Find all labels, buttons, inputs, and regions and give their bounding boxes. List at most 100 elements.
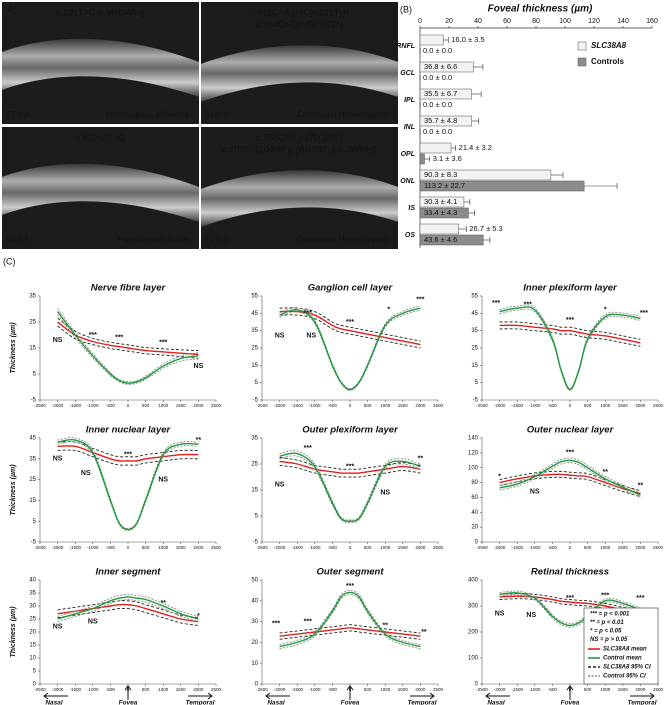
significance: ** — [602, 469, 608, 476]
x-tick-label: 0 — [569, 403, 572, 408]
y-tick-label: 100 — [468, 465, 479, 471]
value-label: 0.0 ± 0.0 — [423, 100, 452, 109]
significance: *** — [89, 332, 97, 339]
x-tick-label: -500 — [328, 545, 338, 550]
x-tick-label: -2500 — [34, 403, 46, 408]
x-tick-label: -2500 — [256, 403, 268, 408]
direction-label: Temporal — [627, 700, 656, 705]
y-tick-label: 50 — [251, 578, 258, 584]
arrow — [43, 692, 68, 700]
significance: *** — [272, 621, 280, 628]
y-tick-label: 45 — [471, 311, 478, 317]
mutation-label: c.1078_1104del:p.(Ala360_Leu368del) — [222, 144, 376, 154]
category-label: INL — [404, 124, 415, 131]
y-tick-label: 35 — [471, 328, 478, 334]
category-label: GCL — [400, 70, 415, 77]
x-tick-label: -1500 — [69, 687, 81, 692]
genotype-label: Homozygous Splice — [118, 235, 189, 244]
x-tick-label: -1500 — [291, 403, 303, 408]
arrow — [124, 685, 132, 700]
x-tick-label: -500 — [328, 687, 338, 692]
significance: NS — [88, 618, 98, 625]
chart-title: Retinal thickness — [531, 567, 609, 578]
x-tick-label: 1000 — [600, 687, 611, 692]
value-label: 0.0 ± 0.0 — [423, 46, 452, 55]
arrow — [346, 685, 354, 700]
significance: *** — [304, 310, 312, 317]
y-tick-label: 5 — [255, 514, 259, 520]
value-label: 35.5 ± 6.7 — [424, 89, 457, 98]
bar — [419, 153, 425, 165]
x-tick-label: 1000 — [158, 403, 169, 408]
direction-label: Nasal — [487, 700, 505, 705]
y-tick-label: -5 — [31, 540, 37, 546]
x-tick-label: 2500 — [433, 687, 444, 692]
x-tick-label: 500 — [584, 687, 592, 692]
x-tick-label: -1500 — [511, 545, 523, 550]
significance: *** — [566, 595, 574, 602]
value-label: 3.1 ± 3.6 — [433, 154, 462, 163]
x-tick-label: 2000 — [415, 545, 426, 550]
bar — [419, 142, 452, 154]
legend-label: Controls — [591, 57, 624, 66]
y-tick-label: 25 — [251, 462, 258, 468]
y-tick-label: 5 — [33, 519, 37, 525]
significance: NS — [530, 488, 540, 495]
x-tick-label: -500 — [106, 545, 116, 550]
retina-band — [2, 38, 199, 97]
x-tick-label: 0 — [569, 545, 572, 550]
mean-line — [499, 306, 641, 391]
x-tick-label: -2000 — [52, 687, 64, 692]
y-tick-label: 5 — [33, 669, 37, 675]
significance: *** — [636, 595, 644, 602]
significance: *** — [640, 310, 648, 317]
y-tick-label: 25 — [29, 477, 36, 483]
y-tick-label: 15 — [251, 363, 258, 369]
significance: *** — [304, 618, 312, 625]
x-tick-label: -1500 — [291, 545, 303, 550]
x-tick-label: -1000 — [529, 545, 541, 550]
y-tick-label: 200 — [468, 630, 479, 636]
value-label: 21.4 ± 3.2 — [459, 143, 492, 152]
x-tick-label: 160 — [646, 18, 658, 25]
x-tick-label: 500 — [142, 403, 150, 408]
significance: ** — [418, 456, 424, 463]
x-tick-label: 0 — [349, 403, 352, 408]
x-tick-label: 2000 — [193, 687, 204, 692]
x-tick-label: 500 — [364, 403, 372, 408]
y-tick-label: 35 — [251, 436, 258, 442]
x-tick-label: -1500 — [511, 403, 523, 408]
y-tick-label: 55 — [471, 294, 478, 300]
ci-line — [57, 593, 199, 617]
x-tick-label: -2000 — [494, 687, 506, 692]
chart-title: Foveal thickness (µm) — [488, 4, 593, 15]
x-tick-label: 0 — [127, 545, 130, 550]
significance: NS — [53, 624, 63, 631]
x-tick-label: 1500 — [398, 687, 409, 692]
category-label: IPL — [404, 97, 415, 104]
significance: *** — [346, 319, 354, 326]
ci-line — [57, 441, 199, 532]
x-tick-label: -500 — [328, 403, 338, 408]
x-tick-label: 2500 — [653, 545, 664, 550]
x-tick-label: -2000 — [274, 403, 286, 408]
y-tick-label: 25 — [471, 346, 478, 352]
significance: *** — [492, 300, 500, 307]
ci-line — [279, 307, 421, 342]
x-tick-label: 1500 — [398, 545, 409, 550]
y-tick-label: 20 — [471, 525, 478, 531]
x-tick-label: 2500 — [653, 403, 664, 408]
mutation-label: c.964C>T:p.(Gln322*) — [256, 19, 343, 29]
x-tick-label: -1500 — [69, 545, 81, 550]
significance: NS — [306, 333, 316, 340]
significance: *** — [159, 340, 167, 347]
significance: NS — [495, 611, 505, 618]
significance: * — [387, 307, 390, 314]
y-tick-label: 0 — [33, 682, 37, 688]
ci-line — [279, 309, 421, 391]
y-tick-label: -5 — [31, 398, 37, 404]
y-tick-label: 25 — [251, 346, 258, 352]
mutation-label: c.632+2T>G — [75, 132, 125, 142]
significance: *** — [304, 445, 312, 452]
ci-line — [499, 462, 641, 498]
